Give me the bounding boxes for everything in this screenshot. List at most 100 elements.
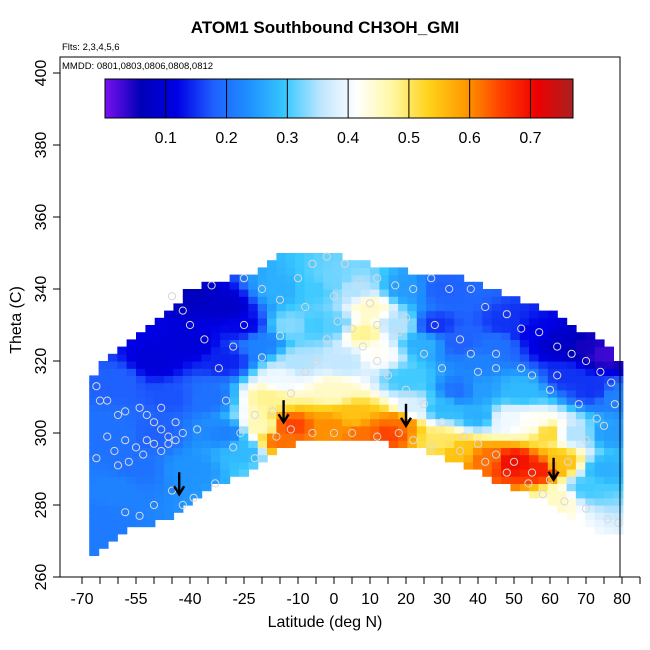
heat-cell	[182, 418, 193, 427]
heat-cell	[529, 454, 540, 463]
heat-cell	[529, 332, 540, 340]
heat-cell	[510, 440, 521, 448]
heat-cell	[107, 454, 118, 463]
heat-cell	[557, 361, 568, 369]
heat-cell	[229, 454, 240, 463]
heat-cell	[107, 461, 118, 470]
heat-cell	[547, 418, 558, 427]
heat-cell	[491, 404, 502, 412]
heat-cell	[145, 433, 156, 441]
heat-cell	[547, 483, 558, 492]
heat-cell	[201, 325, 212, 333]
heat-cell	[379, 339, 390, 348]
heat-cell	[575, 490, 586, 499]
heat-cell	[295, 382, 306, 391]
heat-cell	[248, 361, 259, 369]
heat-cell	[575, 339, 586, 348]
heat-cell	[182, 433, 193, 441]
y-tick-label: 300	[33, 420, 50, 447]
sample-point	[301, 367, 310, 376]
sample-point	[189, 493, 198, 502]
heat-cell	[341, 389, 352, 398]
sample-point	[221, 396, 231, 405]
heat-cell	[538, 469, 549, 477]
heat-cell	[510, 310, 521, 319]
sample-point	[455, 335, 465, 344]
heat-cell	[585, 418, 596, 427]
heat-cell	[285, 267, 296, 276]
heat-cell	[360, 382, 371, 391]
heat-cell	[360, 267, 371, 276]
heat-cell	[154, 317, 165, 326]
heat-cell	[323, 303, 334, 312]
heat-cell	[98, 425, 109, 434]
heat-cell	[229, 418, 240, 427]
heat-cell	[370, 382, 380, 391]
heat-cell	[529, 418, 540, 427]
heat-cell	[454, 296, 465, 304]
heat-cell	[407, 310, 418, 319]
heat-cell	[136, 382, 146, 391]
heat-cell	[388, 433, 399, 441]
heat-cell	[239, 433, 249, 441]
heat-cell	[538, 397, 549, 405]
heat-cell	[482, 461, 493, 470]
sample-point	[113, 410, 123, 420]
heat-cell	[89, 483, 100, 492]
heat-cell	[566, 382, 577, 391]
heat-cell	[379, 310, 390, 319]
heat-cell	[239, 447, 249, 456]
heat-cell	[351, 375, 362, 384]
heat-cell	[510, 375, 521, 384]
heat-cell	[98, 411, 109, 420]
heat-cell	[313, 332, 324, 340]
heat-cell	[426, 397, 437, 405]
heat-cell	[557, 490, 568, 499]
heat-cell	[454, 353, 465, 362]
sample-point	[574, 400, 583, 409]
sample-point	[517, 324, 526, 333]
heat-cell	[98, 526, 109, 535]
heat-cell	[239, 353, 249, 362]
heat-cell	[154, 404, 165, 412]
heat-cell	[416, 418, 427, 427]
heat-cell	[313, 296, 324, 304]
heat-cell	[192, 447, 203, 456]
heat-cell	[501, 389, 511, 398]
heat-cell	[407, 332, 418, 340]
heat-cell	[407, 425, 418, 434]
heat-cell	[126, 389, 137, 398]
heat-cell	[98, 454, 109, 463]
heat-cell	[341, 368, 352, 376]
heat-cell	[192, 375, 203, 384]
heat-cell	[267, 303, 277, 312]
heat-cell	[313, 418, 324, 427]
heat-cell	[136, 418, 146, 427]
heat-cell	[173, 433, 184, 441]
heat-cell	[482, 339, 493, 348]
heat-cell	[482, 325, 493, 333]
heat-cell	[229, 274, 240, 283]
heat-cell	[248, 332, 259, 340]
heat-cell	[182, 361, 193, 369]
heat-cell	[435, 303, 446, 312]
heat-cell	[276, 404, 287, 412]
heat-cell	[145, 353, 156, 362]
heat-cell	[482, 411, 493, 420]
heat-cell	[164, 490, 175, 499]
heat-cell	[117, 454, 128, 463]
heat-cell	[126, 418, 137, 427]
heat-cell	[370, 389, 380, 398]
heat-cell	[529, 397, 540, 405]
heat-cell	[257, 404, 268, 412]
heat-cell	[285, 353, 296, 362]
heat-cell	[398, 281, 409, 290]
heat-cell	[585, 368, 596, 376]
heat-cell	[117, 505, 128, 513]
sample-point	[308, 259, 317, 268]
heat-cell	[201, 397, 212, 405]
heat-cell	[435, 296, 446, 304]
heat-cell	[547, 411, 558, 420]
heat-cell	[332, 418, 343, 427]
heat-cell	[538, 375, 549, 384]
